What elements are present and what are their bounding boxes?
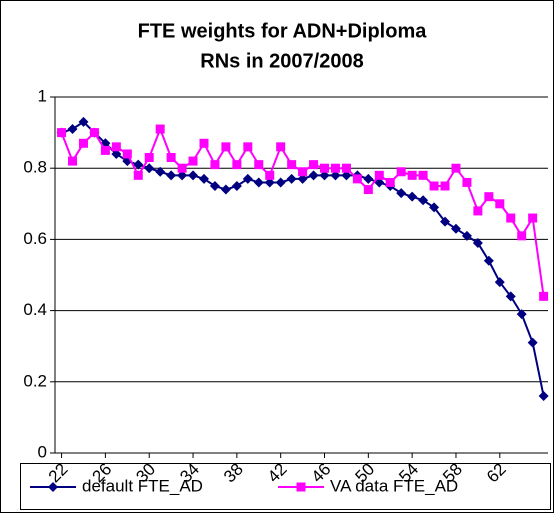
- data-point: [517, 231, 527, 241]
- data-point: [374, 170, 384, 180]
- data-point: [505, 291, 516, 302]
- data-point: [506, 213, 516, 223]
- data-point: [330, 170, 341, 181]
- data-point: [253, 177, 264, 188]
- data-point: [144, 163, 155, 174]
- data-point: [275, 177, 286, 188]
- data-point: [231, 181, 242, 191]
- data-point: [198, 173, 209, 184]
- data-point: [319, 170, 330, 181]
- data-point: [473, 206, 483, 216]
- data-point: [363, 173, 374, 184]
- data-point: [177, 170, 188, 181]
- data-point: [210, 160, 220, 170]
- data-point: [483, 255, 494, 266]
- data-point: [122, 156, 133, 167]
- chart-title: RNs in 2007/2008: [200, 50, 363, 72]
- data-point: [177, 163, 187, 173]
- data-point: [133, 159, 144, 170]
- data-point: [472, 237, 483, 248]
- y-tick-label: 0.6: [23, 229, 47, 248]
- data-point: [78, 116, 89, 127]
- data-point: [418, 170, 428, 180]
- data-point: [516, 309, 527, 320]
- chart-title: FTE weights for ADN+Diploma: [138, 20, 428, 42]
- data-point: [330, 163, 340, 173]
- data-point: [308, 170, 319, 181]
- y-tick-label: 0.2: [23, 371, 47, 390]
- data-point: [450, 223, 461, 234]
- data-point: [538, 391, 549, 402]
- data-point: [111, 142, 121, 152]
- data-point: [243, 142, 253, 152]
- legend-label: default FTE_AD: [82, 476, 203, 495]
- data-point: [528, 213, 538, 223]
- data-point: [155, 124, 165, 134]
- data-point: [396, 167, 406, 177]
- data-point: [527, 337, 538, 348]
- data-point: [78, 138, 88, 148]
- data-point: [495, 199, 505, 209]
- data-point: [286, 173, 297, 184]
- data-point: [297, 173, 308, 184]
- legend-marker: [296, 482, 306, 492]
- data-point: [264, 177, 275, 188]
- data-point: [484, 192, 494, 202]
- data-point: [407, 191, 418, 202]
- data-point: [122, 149, 132, 159]
- data-point: [57, 128, 67, 138]
- data-point: [111, 148, 122, 159]
- data-point: [462, 177, 472, 187]
- data-point: [199, 138, 209, 148]
- data-point: [298, 167, 308, 177]
- data-point: [451, 163, 461, 173]
- y-tick-label: 0.8: [23, 158, 47, 177]
- data-point: [341, 163, 351, 173]
- data-point: [133, 170, 143, 180]
- data-point: [166, 153, 176, 163]
- legend-marker: [48, 482, 58, 492]
- data-point: [396, 188, 407, 199]
- data-point: [67, 124, 78, 135]
- data-point: [100, 145, 110, 155]
- data-point: [68, 156, 78, 166]
- data-point: [89, 128, 99, 138]
- data-point: [254, 160, 264, 170]
- data-point: [320, 163, 330, 173]
- data-point: [341, 170, 352, 181]
- data-point: [539, 291, 549, 301]
- data-point: [232, 160, 242, 170]
- data-point: [352, 174, 362, 184]
- data-point: [385, 177, 395, 187]
- data-point: [309, 160, 319, 170]
- legend-label: VA data FTE_AD: [330, 476, 458, 495]
- data-point: [242, 173, 253, 184]
- data-point: [429, 202, 440, 213]
- data-point: [265, 170, 275, 180]
- data-point: [166, 170, 177, 181]
- data-point: [221, 142, 231, 152]
- data-point: [188, 156, 198, 166]
- data-point: [440, 216, 451, 227]
- data-point: [440, 181, 450, 191]
- data-point: [494, 277, 505, 288]
- data-point: [144, 153, 154, 163]
- data-point: [287, 160, 297, 170]
- data-point: [407, 170, 417, 180]
- data-point: [418, 195, 429, 206]
- y-tick-label: 0: [38, 442, 47, 461]
- y-tick-label: 1: [38, 86, 47, 105]
- y-tick-label: 0.4: [23, 300, 47, 319]
- data-point: [220, 184, 231, 195]
- data-point: [429, 181, 439, 191]
- data-point: [209, 181, 220, 191]
- data-point: [188, 170, 199, 181]
- data-point: [276, 142, 286, 152]
- data-point: [363, 185, 373, 195]
- data-point: [155, 166, 166, 177]
- data-point: [461, 230, 472, 241]
